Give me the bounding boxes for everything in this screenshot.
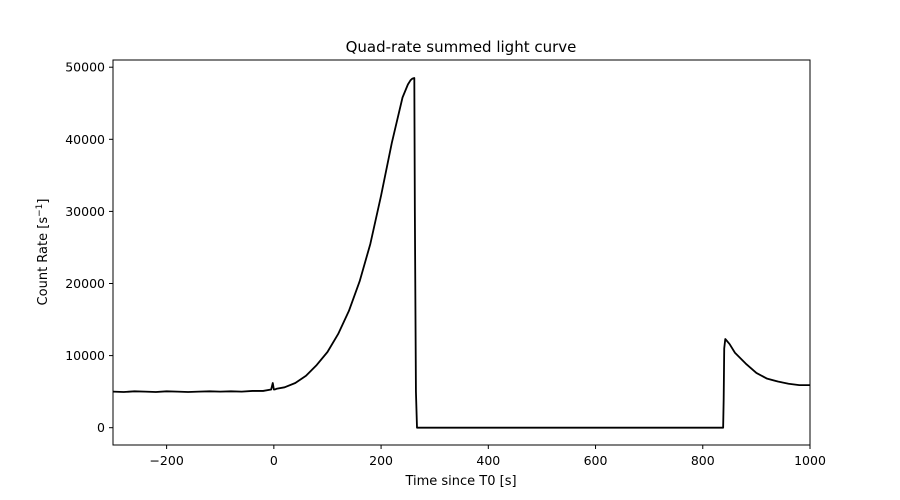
y-axis-label: Count Rate [s−1] bbox=[35, 199, 51, 306]
x-tick-label: 1000 bbox=[794, 453, 826, 468]
chart-title: Quad-rate summed light curve bbox=[346, 38, 577, 56]
y-tick-label: 10000 bbox=[65, 348, 105, 363]
series-line-0 bbox=[112, 77, 810, 429]
y-axis-ticks: 0 10000 20000 30000 40000 50000 bbox=[65, 60, 113, 435]
axes-frame bbox=[112, 59, 811, 446]
x-axis-label: Time since T0 [s] bbox=[404, 474, 516, 489]
x-tick-label: 800 bbox=[691, 453, 715, 468]
y-tick-label: 30000 bbox=[65, 204, 105, 219]
y-tick-label: 0 bbox=[97, 420, 105, 435]
plot-area bbox=[112, 77, 810, 429]
y-axis-label-superscript: −1 bbox=[35, 204, 45, 217]
x-axis-ticks: −200 0 200 400 600 800 1000 bbox=[149, 445, 826, 468]
y-tick-label: 50000 bbox=[65, 60, 105, 75]
x-tick-label: 200 bbox=[369, 453, 393, 468]
x-tick-label: 600 bbox=[584, 453, 608, 468]
x-tick-label: 400 bbox=[476, 453, 500, 468]
x-tick-label: −200 bbox=[149, 453, 183, 468]
y-axis-label-close: ] bbox=[36, 199, 51, 204]
y-axis-label-main: Count Rate [s bbox=[36, 217, 51, 306]
y-tick-label: 40000 bbox=[65, 132, 105, 147]
y-tick-label: 20000 bbox=[65, 276, 105, 291]
x-tick-label: 0 bbox=[270, 453, 278, 468]
